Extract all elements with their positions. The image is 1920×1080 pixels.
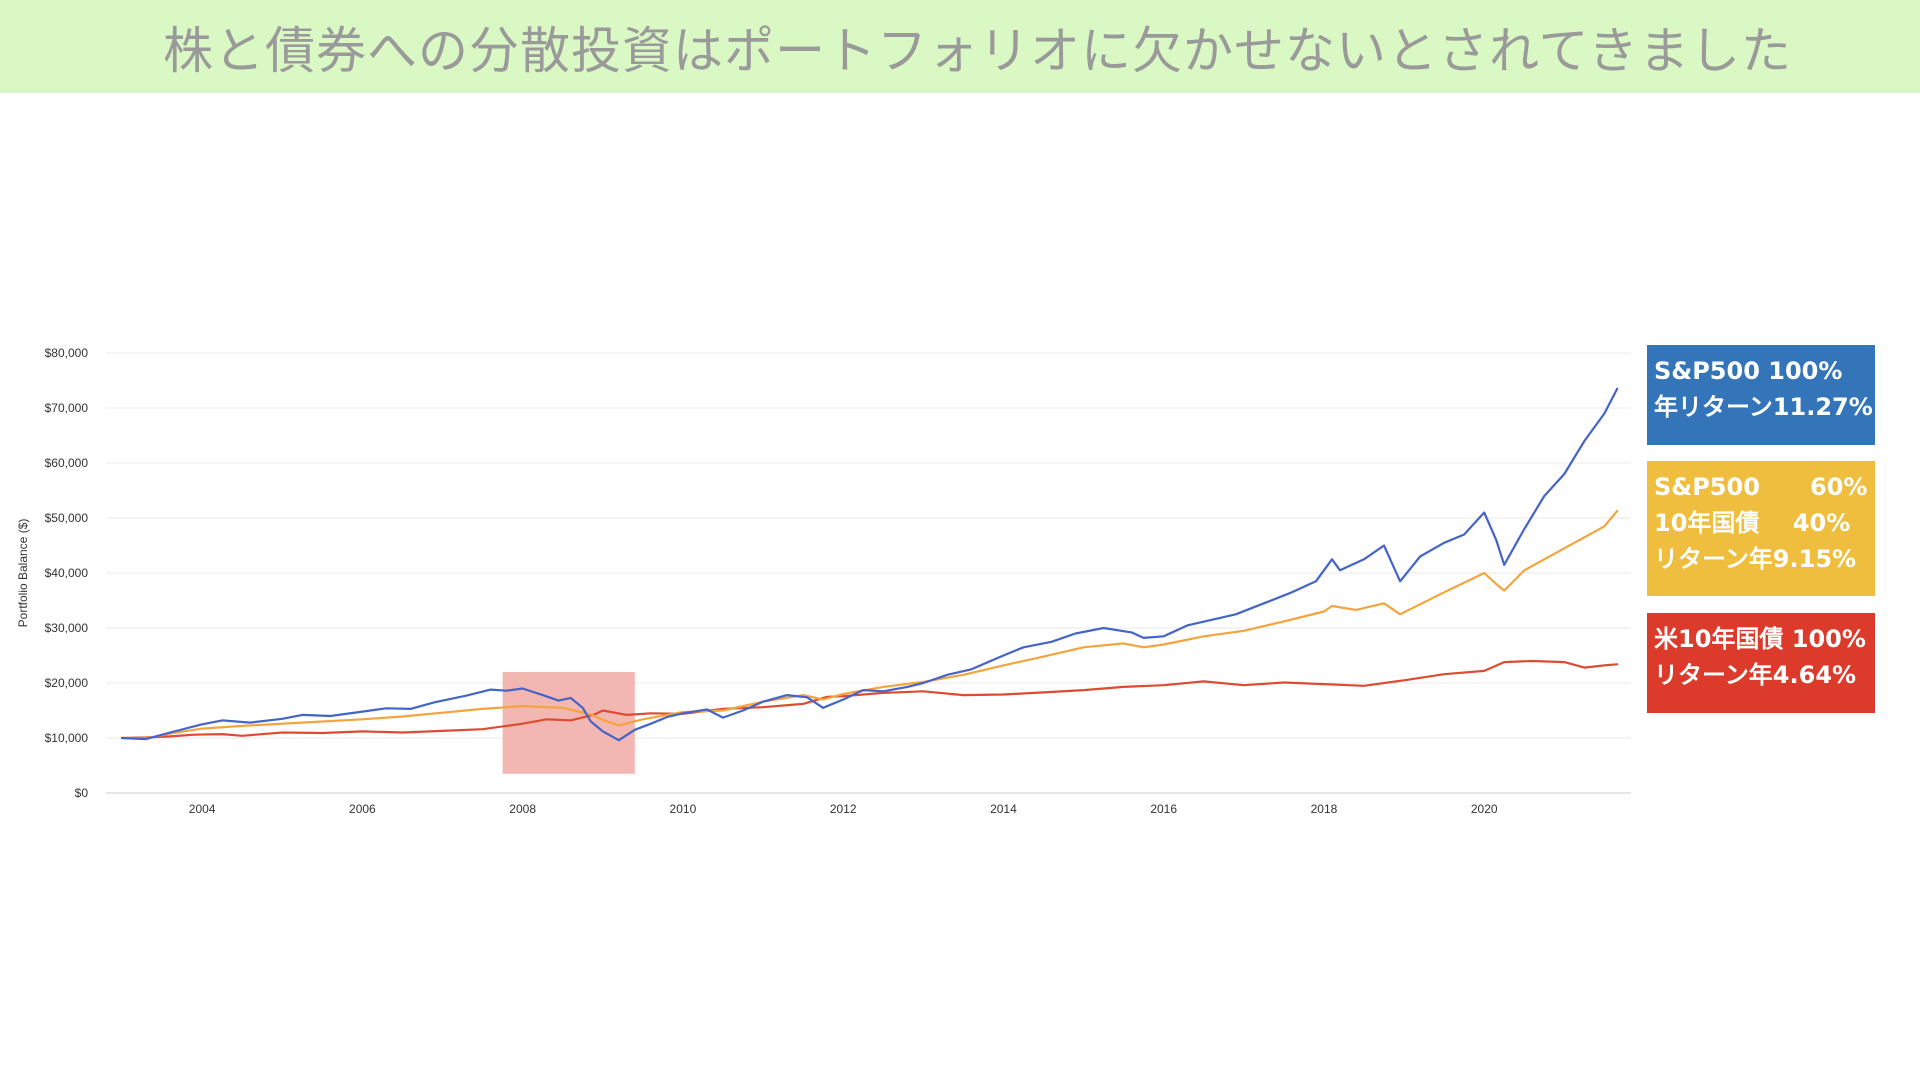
- x-tick-label: 2016: [1150, 802, 1177, 816]
- y-tick-label: $80,000: [45, 346, 89, 360]
- x-tick-label: 2008: [509, 802, 536, 816]
- series-line-mix: [120, 509, 1619, 740]
- x-tick-label: 2006: [349, 802, 376, 816]
- legend-mix-line-1: S&P500 60%: [1654, 473, 1868, 501]
- y-tick-label: $70,000: [45, 401, 89, 415]
- x-tick-label: 2012: [830, 802, 857, 816]
- y-tick-label: $10,000: [45, 731, 89, 745]
- y-tick-label: $20,000: [45, 676, 89, 690]
- series-line-bond: [120, 659, 1619, 740]
- x-tick-label: 2004: [189, 802, 216, 816]
- legend-mix: S&P500 60% 10年国債 40% リターン年9.15%: [1647, 461, 1875, 596]
- legend-mix-line-3: リターン年9.15%: [1654, 545, 1857, 573]
- y-tick-label: $60,000: [45, 456, 89, 470]
- x-tick-label: 2010: [670, 802, 697, 816]
- y-tick-label: $0: [75, 786, 89, 800]
- y-tick-label: $30,000: [45, 621, 89, 635]
- legend-bond-line-1: 米10年国債 100%: [1654, 625, 1866, 653]
- legend-sp500: S&P500 100% 年リターン11.27%: [1647, 345, 1875, 445]
- legend-bond: 米10年国債 100% リターン年4.64%: [1647, 613, 1875, 713]
- x-tick-label: 2018: [1311, 802, 1338, 816]
- legend-bond-line-2: リターン年4.64%: [1654, 661, 1857, 689]
- legend-sp500-line-2: 年リターン11.27%: [1654, 393, 1873, 421]
- title-bar: 株と債券への分散投資はポートフォリオに欠かせないとされてきました: [0, 0, 1920, 93]
- x-tick-label: 2014: [990, 802, 1017, 816]
- y-axis-label: Portfolio Balance ($): [16, 519, 30, 628]
- y-tick-label: $50,000: [45, 511, 89, 525]
- y-tick-label: $40,000: [45, 566, 89, 580]
- series-line-sp500: [120, 387, 1619, 742]
- slide-title: 株と債券への分散投資はポートフォリオに欠かせないとされてきました: [163, 21, 1792, 80]
- legend-mix-line-2: 10年国債 40%: [1654, 509, 1851, 537]
- x-tick-label: 2020: [1471, 802, 1498, 816]
- legend-sp500-line-1: S&P500 100%: [1654, 357, 1843, 385]
